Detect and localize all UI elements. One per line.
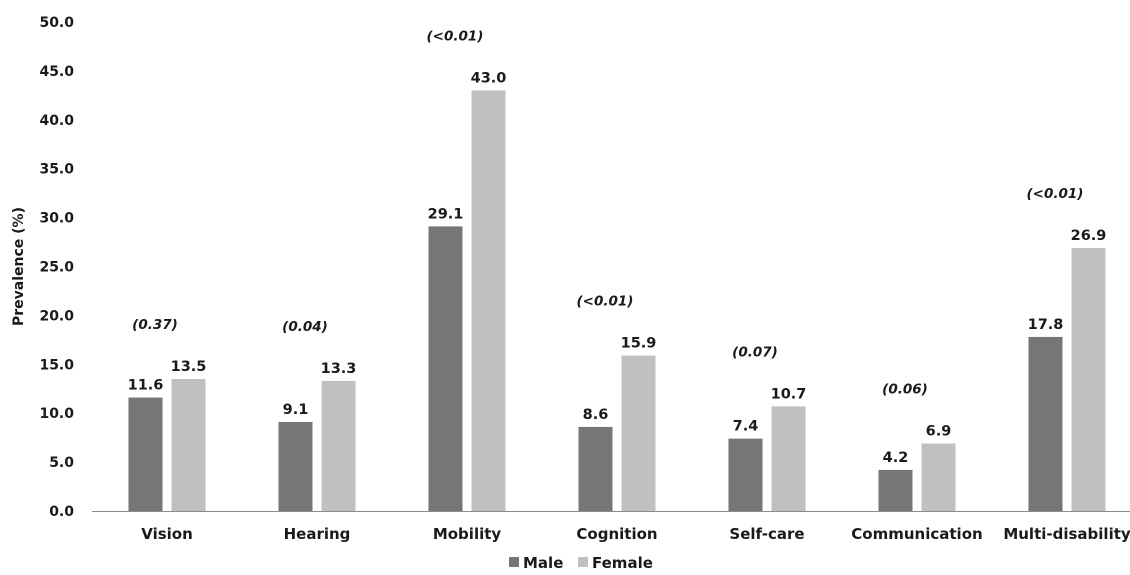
data-label: 7.4: [733, 419, 759, 435]
p-value-annotation: (0.37): [132, 317, 178, 333]
data-label: 9.1: [283, 402, 309, 418]
p-value-annotation: (0.07): [732, 344, 778, 360]
bar-male-multi-disability: [1028, 336, 1063, 511]
data-label: 8.6: [583, 407, 609, 423]
y-tick-label: 45.0: [39, 64, 74, 80]
p-value-annotation: (<0.01): [427, 28, 484, 44]
legend-label-female: Female: [592, 554, 653, 572]
x-tick-label: Mobility: [433, 525, 502, 543]
bar-male-hearing: [278, 422, 313, 511]
y-tick-label: 15.0: [39, 357, 74, 373]
data-label: 26.9: [1071, 228, 1107, 244]
bar-female-multi-disability: [1071, 247, 1106, 511]
y-axis-title: Prevalence (%): [11, 207, 27, 326]
x-tick-label: Cognition: [576, 525, 657, 543]
data-label: 10.7: [771, 386, 807, 402]
y-tick-label: 10.0: [39, 406, 74, 422]
y-tick-label: 35.0: [39, 162, 74, 178]
data-label: 15.9: [621, 335, 657, 351]
x-tick-label: Multi-disability: [1003, 525, 1130, 543]
legend-label-male: Male: [523, 554, 563, 572]
y-tick-label: 25.0: [39, 260, 74, 276]
p-value-annotation: (<0.01): [577, 293, 634, 309]
bar-male-communication: [878, 469, 913, 511]
x-tick-label: Communication: [851, 525, 982, 543]
data-label: 13.3: [321, 361, 357, 377]
p-value-annotation: (<0.01): [1027, 186, 1084, 202]
x-tick-label: Hearing: [284, 525, 351, 543]
data-label: 43.0: [471, 70, 507, 86]
data-label: 17.8: [1028, 317, 1064, 333]
p-value-annotation: (0.04): [282, 319, 328, 335]
bar-female-self-care: [771, 406, 806, 511]
data-label: 6.9: [926, 424, 952, 440]
bar-female-vision: [171, 378, 206, 511]
bar-male-mobility: [428, 226, 463, 512]
legend-swatch-male: [509, 557, 519, 567]
y-tick-label: 30.0: [39, 211, 74, 227]
data-label: 4.2: [883, 450, 909, 466]
bar-female-communication: [921, 443, 956, 511]
legend-swatch-female: [578, 557, 588, 567]
y-tick-label: 50.0: [39, 15, 74, 31]
data-label: 11.6: [128, 378, 164, 394]
bar-male-self-care: [728, 438, 763, 511]
x-tick-label: Vision: [141, 525, 193, 543]
x-tick-label: Self-care: [729, 525, 804, 543]
bar-male-cognition: [578, 426, 613, 511]
bar-male-vision: [128, 397, 163, 511]
bar-female-hearing: [321, 380, 356, 511]
y-tick-label: 5.0: [49, 455, 74, 471]
data-label: 29.1: [428, 206, 464, 222]
y-tick-label: 0.0: [49, 504, 74, 520]
y-tick-label: 40.0: [39, 113, 74, 129]
bar-female-cognition: [621, 355, 656, 511]
p-value-annotation: (0.06): [882, 382, 928, 398]
data-label: 13.5: [171, 359, 207, 375]
bar-female-mobility: [471, 90, 506, 512]
y-tick-label: 20.0: [39, 308, 74, 324]
